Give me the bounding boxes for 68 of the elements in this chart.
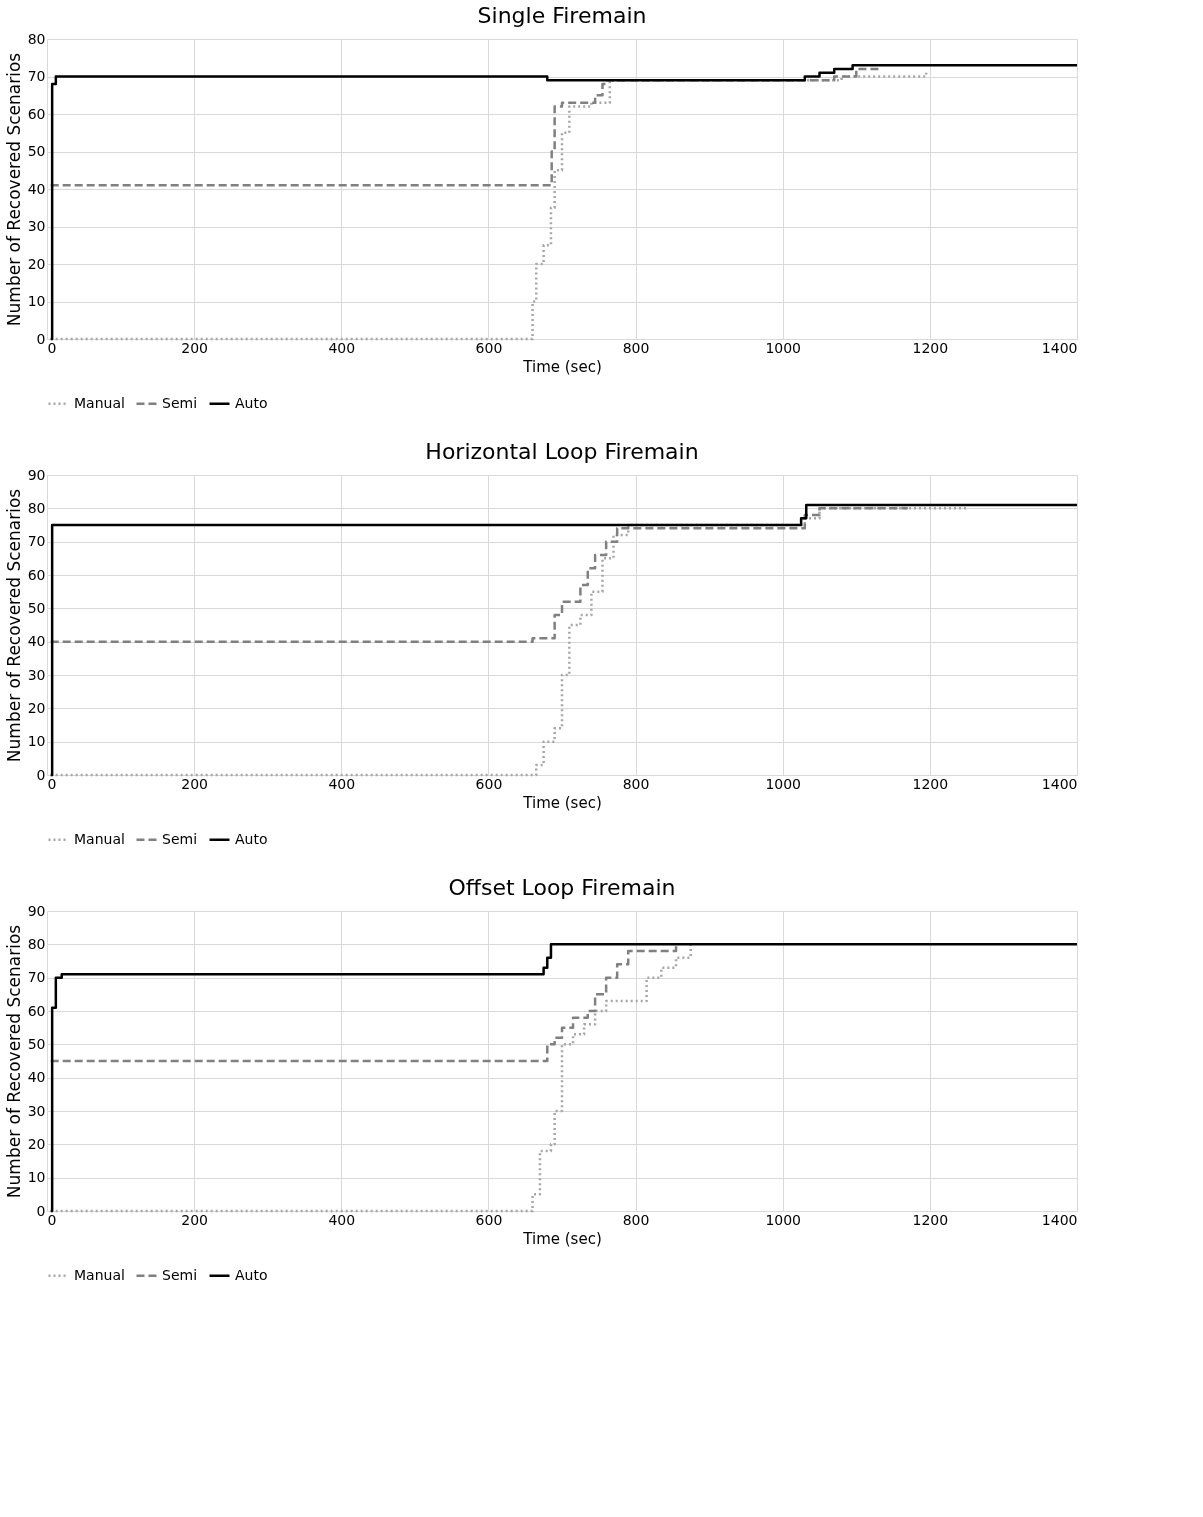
x-axis-title: Time (sec): [522, 1229, 602, 1248]
x-tick-label: 1000: [765, 339, 802, 356]
legend-label: Auto: [235, 830, 268, 847]
legend-label: Manual: [74, 830, 125, 847]
y-tick-label: 70: [27, 969, 46, 986]
legend-label: Manual: [74, 394, 125, 411]
y-tick-label: 30: [27, 1102, 46, 1119]
legend-label: Manual: [74, 1266, 125, 1283]
x-tick-label: 600: [475, 339, 503, 356]
y-axis-title: Number of Recovered Scenarios: [3, 52, 24, 327]
y-tick-label: 80: [27, 499, 46, 516]
y-tick-label: 60: [27, 105, 46, 122]
x-tick-label: 800: [622, 775, 650, 792]
x-tick-label: 600: [475, 775, 503, 792]
x-tick-label: 1000: [765, 775, 802, 792]
x-tick-label: 1200: [912, 775, 949, 792]
x-tick-label: 0: [47, 775, 57, 792]
y-tick-label: 10: [27, 293, 46, 309]
x-tick-label: 1400: [1041, 1211, 1078, 1228]
x-tick-label: 800: [622, 339, 650, 356]
legend-label: Semi: [162, 1266, 198, 1283]
y-axis-title: Number of Recovered Scenarios: [3, 488, 24, 763]
x-tick-label: 1000: [765, 1211, 802, 1228]
y-tick-label: 80: [27, 30, 46, 47]
x-tick-label: 600: [475, 1211, 503, 1228]
y-tick-label: 10: [27, 733, 46, 750]
legend-label: Auto: [235, 1266, 268, 1283]
x-axis-title: Time (sec): [522, 357, 602, 376]
chart-title: Horizontal Loop Firemain: [425, 439, 699, 464]
y-tick-label: 50: [27, 143, 46, 159]
legend-label: Semi: [162, 394, 198, 411]
x-tick-label: 1200: [912, 339, 949, 356]
x-tick-label: 0: [47, 339, 57, 356]
y-tick-label: 50: [27, 1035, 46, 1052]
y-tick-label: 40: [27, 633, 46, 650]
y-tick-label: 40: [27, 1069, 46, 1086]
x-tick-label: 200: [181, 1211, 209, 1228]
chart-title: Offset Loop Firemain: [448, 875, 676, 900]
x-tick-label: 200: [181, 775, 209, 792]
y-tick-label: 90: [27, 466, 46, 483]
x-tick-label: 0: [47, 1211, 57, 1228]
y-tick-label: 70: [27, 68, 46, 84]
y-axis-title: Number of Recovered Scenarios: [3, 924, 24, 1199]
chart-title: Single Firemain: [477, 3, 647, 28]
y-tick-label: 20: [27, 699, 46, 716]
x-tick-label: 400: [328, 339, 356, 356]
legend-label: Auto: [235, 394, 268, 411]
x-tick-label: 1200: [912, 1211, 949, 1228]
y-tick-label: 20: [27, 255, 46, 272]
x-tick-label: 1400: [1041, 339, 1078, 356]
x-tick-label: 200: [181, 339, 209, 356]
x-tick-label: 400: [328, 775, 356, 792]
x-tick-label: 400: [328, 1211, 356, 1228]
x-axis-title: Time (sec): [522, 793, 602, 812]
x-tick-label: 1400: [1041, 775, 1078, 792]
y-tick-label: 90: [27, 902, 46, 919]
y-tick-label: 30: [27, 666, 46, 683]
y-tick-label: 60: [27, 1002, 46, 1019]
x-tick-label: 800: [622, 1211, 650, 1228]
y-tick-label: 30: [27, 218, 46, 234]
y-tick-label: 80: [27, 935, 46, 952]
legend-label: Semi: [162, 830, 198, 847]
y-tick-label: 20: [27, 1135, 46, 1152]
y-tick-label: 40: [27, 180, 46, 197]
y-tick-label: 10: [27, 1169, 46, 1186]
y-tick-label: 50: [27, 599, 46, 616]
y-tick-label: 70: [27, 533, 46, 550]
y-tick-label: 60: [27, 566, 46, 583]
